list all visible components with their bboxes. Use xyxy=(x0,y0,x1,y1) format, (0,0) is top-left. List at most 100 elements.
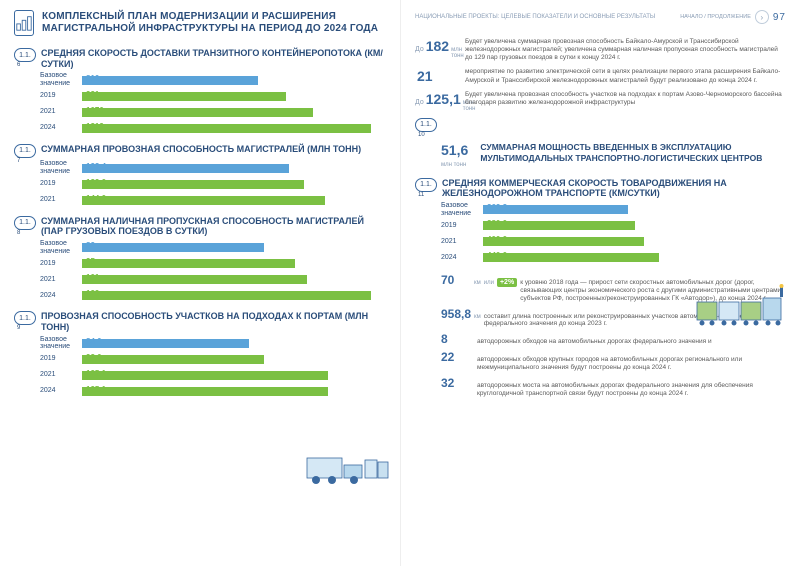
plus-badge: +2% xyxy=(497,278,517,287)
row-year-label: 2021 xyxy=(40,108,82,116)
bar xyxy=(483,237,644,246)
stat-number: 958,8 xyxy=(441,307,471,321)
stat-number: 32 xyxy=(441,376,471,390)
bar-value: 132,0 xyxy=(86,178,106,187)
bar xyxy=(483,253,659,262)
section-117: 1.1.7 СУММАРНАЯ ПРОВОЗНАЯ СПОСОБНОСТЬ МА… xyxy=(14,144,386,208)
chart-row: 2021 400,0 xyxy=(441,234,786,249)
row-year-label: 2019 xyxy=(40,180,82,188)
page-title: КОМПЛЕКСНЫЙ ПЛАН МОДЕРНИЗАЦИИ И РАСШИРЕН… xyxy=(42,11,386,36)
chart-row: 2021 1070 xyxy=(40,105,386,120)
chart-row: Базовое значение 123,4 xyxy=(40,161,386,176)
bar-value: 1070 xyxy=(86,106,104,115)
info-block: До182млн тоннБудет увеличена суммарная п… xyxy=(415,38,786,62)
stat-number: 8 xyxy=(441,332,471,346)
chart-row: 201995 xyxy=(40,256,386,271)
chart-row: 2019380,0 xyxy=(441,218,786,233)
info-block: До125,1млн тоннБудет увеличена провозная… xyxy=(415,91,786,112)
chart-row: 2019 931 xyxy=(40,89,386,104)
bar-value: 95 xyxy=(86,257,95,266)
page-header: КОМПЛЕКСНЫЙ ПЛАН МОДЕРНИЗАЦИИ И РАСШИРЕН… xyxy=(14,10,386,36)
info-number: 125,1 xyxy=(426,91,461,107)
section-title: СРЕДНЯЯ СКОРОСТЬ ДОСТАВКИ ТРАНЗИТНОГО КО… xyxy=(41,48,386,70)
chart-row: 2024125,1 xyxy=(40,384,386,399)
bar-value: 400,0 xyxy=(487,235,507,244)
row-year-label: 2021 xyxy=(40,371,82,379)
bar-value: 101 xyxy=(86,273,99,282)
bar-value: 123,4 xyxy=(86,162,106,171)
row-year-label: Базовое значение xyxy=(40,336,82,351)
chart-row: Базовое значение362,3 xyxy=(441,202,786,217)
row-year-label: Базовое значение xyxy=(40,160,82,175)
kpi-text: СУММАРНАЯ МОЩНОСТЬ ВВЕДЕННЫХ В ЭКСПЛУАТА… xyxy=(480,142,786,164)
section-116: 1.1.6 СРЕДНЯЯ СКОРОСТЬ ДОСТАВКИ ТРАНЗИТН… xyxy=(14,48,386,136)
right-column: НАЦИОНАЛЬНЫЕ ПРОЕКТЫ: ЦЕЛЕВЫЕ ПОКАЗАТЕЛИ… xyxy=(400,0,800,566)
row-year-label: 2021 xyxy=(441,238,483,246)
chart-row: Базовое значение 810 xyxy=(40,73,386,88)
row-year-label: Базовое значение xyxy=(40,240,82,255)
badge-1110: 1.1.10 xyxy=(415,118,437,132)
stat-row: 32 автодорожных моста на автомобильных до… xyxy=(441,376,786,398)
bar xyxy=(82,76,258,85)
bar xyxy=(82,275,307,284)
section-118: 1.1.8 СУММАРНАЯ НАЛИЧНАЯ ПРОПУСКНАЯ СПОС… xyxy=(14,216,386,304)
row-year-label: 2019 xyxy=(40,92,82,100)
row-year-label: 2019 xyxy=(441,222,483,230)
info-number: 21 xyxy=(417,68,433,84)
row-year-label: 2021 xyxy=(40,196,82,204)
section-1110: 1.1.10 51,6 млн тонн СУММАРНАЯ МОЩНОСТЬ … xyxy=(415,118,786,168)
row-year-label: 2024 xyxy=(40,292,82,300)
section-title: СРЕДНЯЯ КОММЕРЧЕСКАЯ СКОРОСТЬ ТОВАРОДВИЖ… xyxy=(442,178,786,200)
logo-icon xyxy=(14,10,34,36)
bar-value: 362,3 xyxy=(487,203,507,212)
kpi-number: 51,6 xyxy=(441,142,468,158)
row-year-label: 2019 xyxy=(40,355,82,363)
bar xyxy=(82,259,295,268)
bar xyxy=(82,124,371,133)
truck-illustration xyxy=(302,440,392,490)
chart-row: 2019 132,0 xyxy=(40,177,386,192)
chart-row: 2021 101 xyxy=(40,272,386,287)
info-number: 182 xyxy=(426,38,449,54)
bar-value: 931 xyxy=(86,90,99,99)
bar xyxy=(82,164,289,173)
bar xyxy=(82,108,313,117)
badge-119: 1.1.9 xyxy=(14,311,36,325)
page-number: 97 xyxy=(773,12,786,23)
bar-value: 810 xyxy=(86,74,99,83)
bar xyxy=(82,92,286,101)
row-year-label: 2024 xyxy=(40,124,82,132)
section-119: 1.1.9 ПРОВОЗНАЯ СПОСОБНОСТЬ УЧАСТКОВ НА … xyxy=(14,311,386,399)
bar xyxy=(82,371,328,380)
info-block: 21мероприятие по развитию электрической … xyxy=(415,68,786,84)
bar xyxy=(82,387,328,396)
info-text: Будет увеличена провозная способность уч… xyxy=(465,91,786,112)
bar xyxy=(82,180,304,189)
meta-text: НАЦИОНАЛЬНЫЕ ПРОЕКТЫ: ЦЕЛЕВЫЕ ПОКАЗАТЕЛИ… xyxy=(415,14,655,20)
bar-value: 84,0 xyxy=(86,337,102,346)
top-meta: НАЦИОНАЛЬНЫЕ ПРОЕКТЫ: ЦЕЛЕВЫЕ ПОКАЗАТЕЛИ… xyxy=(415,10,786,24)
bar-value: 129 xyxy=(86,289,99,298)
left-column: КОМПЛЕКСНЫЙ ПЛАН МОДЕРНИЗАЦИИ И РАСШИРЕН… xyxy=(0,0,400,566)
stat-row: 22 автодорожных обходов крупных городов н… xyxy=(441,350,786,372)
bar-value: 1319 xyxy=(86,122,104,131)
bar xyxy=(82,243,264,252)
nav-next-button[interactable]: › xyxy=(755,10,769,24)
stat-number: 22 xyxy=(441,350,471,364)
row-year-label: 2021 xyxy=(40,276,82,284)
bar xyxy=(82,339,249,348)
badge-117: 1.1.7 xyxy=(14,144,36,158)
bar xyxy=(82,196,325,205)
bar-value: 82 xyxy=(86,241,95,250)
section-title: СУММАРНАЯ ПРОВОЗНАЯ СПОСОБНОСТЬ МАГИСТРА… xyxy=(41,144,361,155)
bar-value: 144,0 xyxy=(86,194,106,203)
bar-value: 125,1 xyxy=(86,385,106,394)
section-title: ПРОВОЗНАЯ СПОСОБНОСТЬ УЧАСТКОВ НА ПОДХОД… xyxy=(41,311,386,333)
stat-text: автодорожных моста на автомобильных доро… xyxy=(477,382,786,398)
row-year-label: Базовое значение xyxy=(40,72,82,87)
info-text: Будет увеличена суммарная провозная спос… xyxy=(465,38,786,62)
chart-row: 2024 1319 xyxy=(40,121,386,136)
stat-number: 70 xyxy=(441,273,471,287)
stat-text: автодорожных обходов крупных городов на … xyxy=(477,356,786,372)
chart-row: Базовое значение 84,0 xyxy=(40,336,386,351)
